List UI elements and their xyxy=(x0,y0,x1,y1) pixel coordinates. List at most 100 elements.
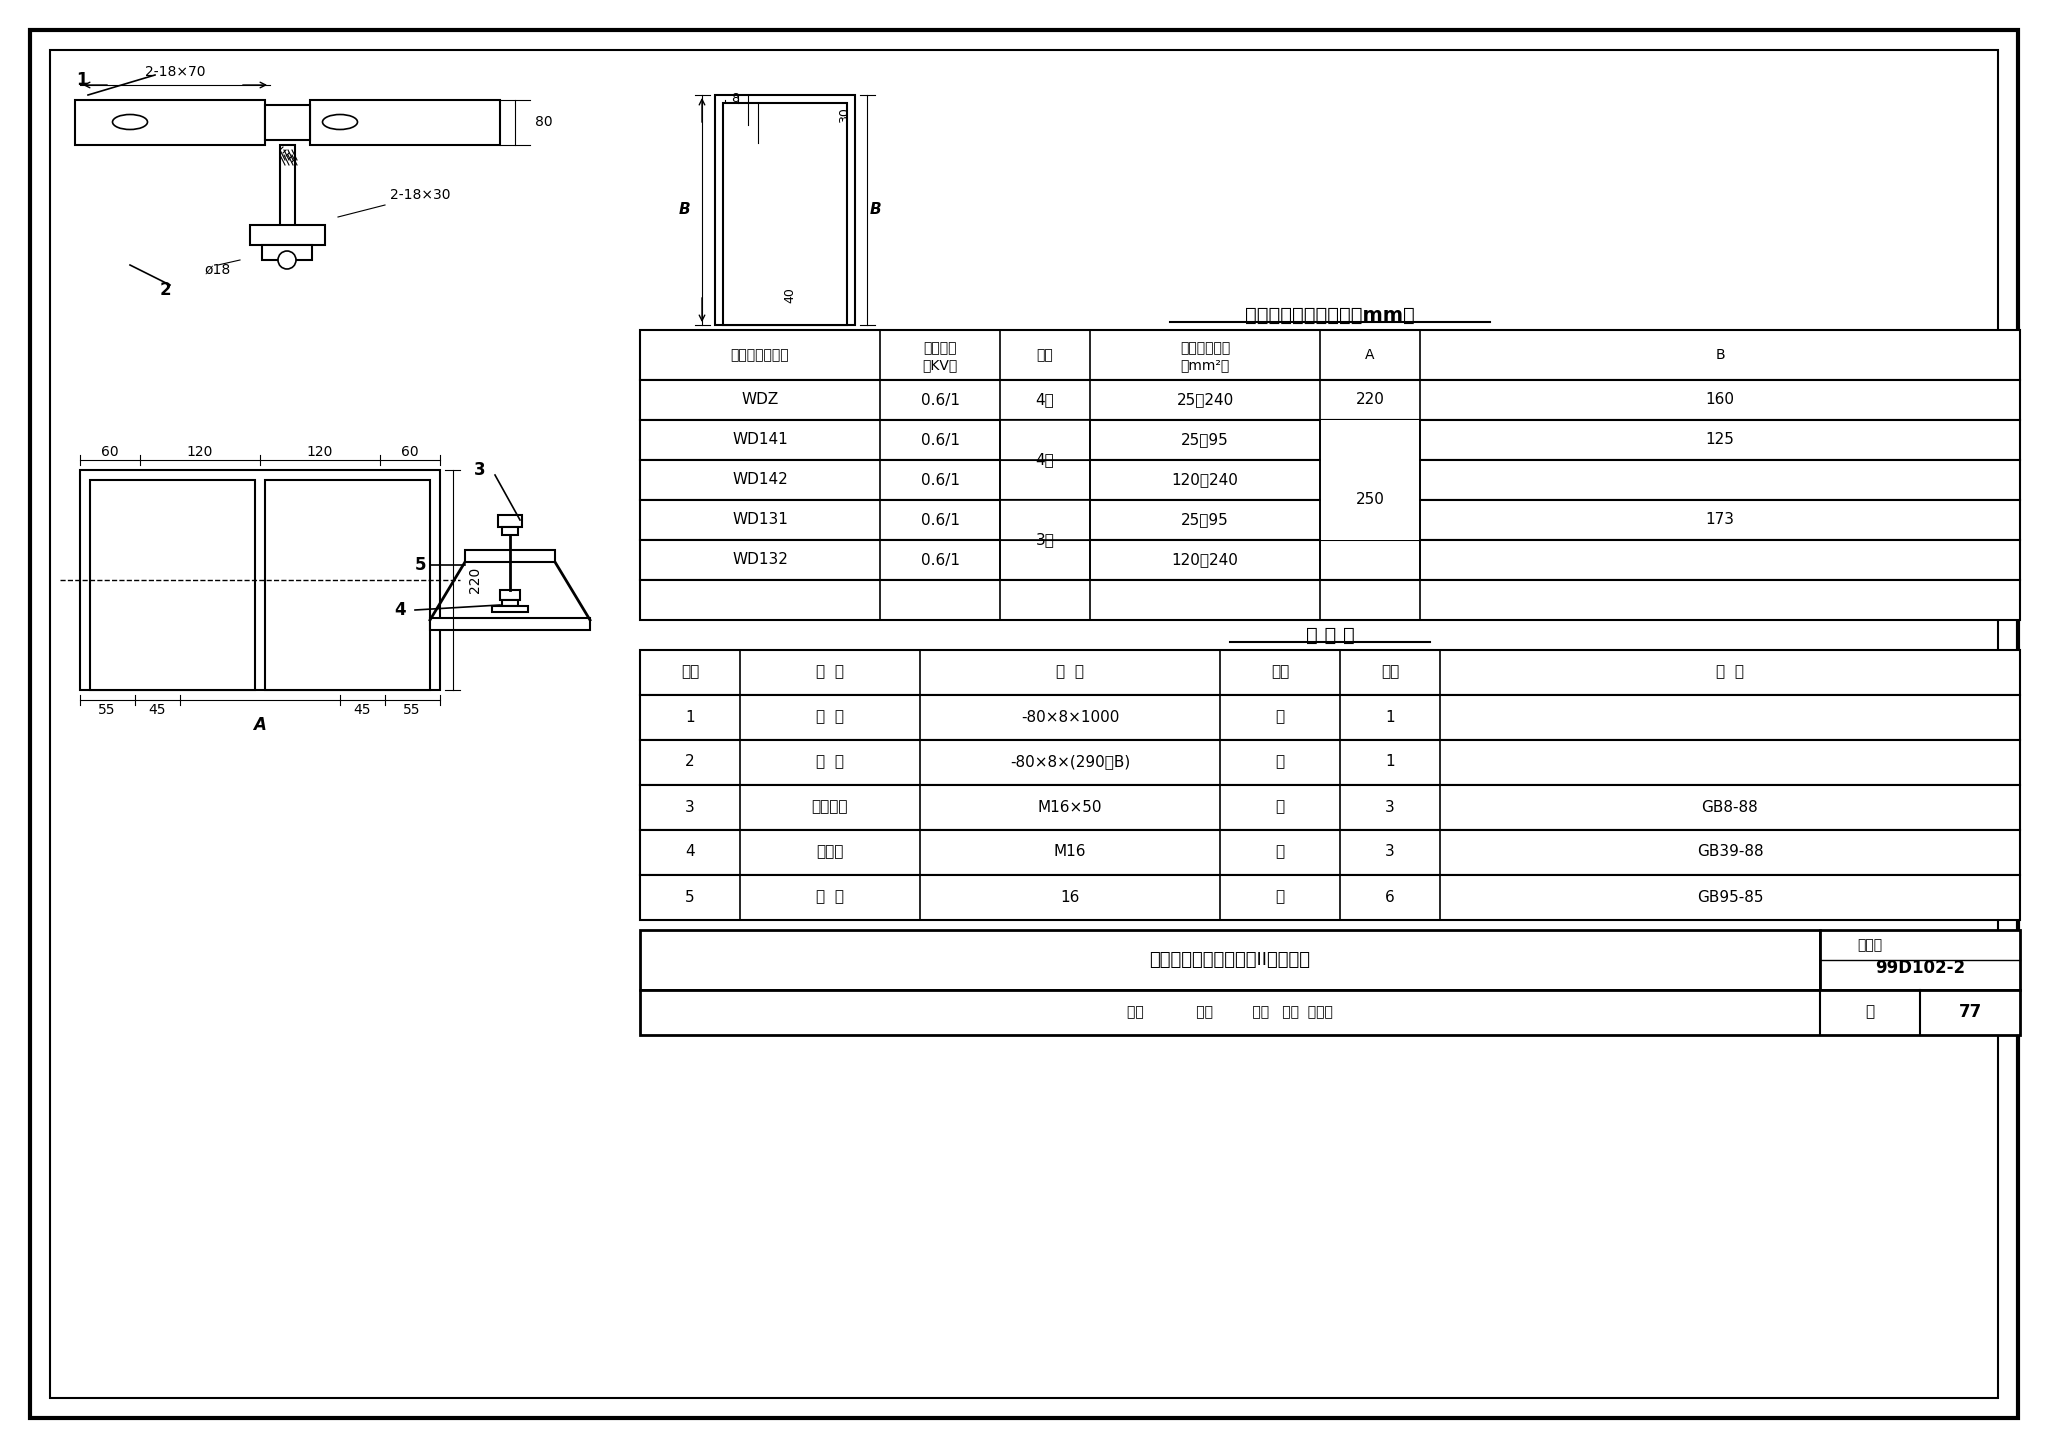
Text: 附  注: 附 注 xyxy=(1716,665,1745,679)
Text: （mm²）: （mm²） xyxy=(1180,358,1229,372)
Text: 电缆终端头型号: 电缆终端头型号 xyxy=(731,348,788,362)
Bar xyxy=(281,145,295,235)
Text: 40: 40 xyxy=(784,287,797,303)
Text: 0.6/1: 0.6/1 xyxy=(920,513,961,527)
Text: 页: 页 xyxy=(1866,1005,1874,1019)
Text: 块: 块 xyxy=(1276,754,1284,769)
Text: 0.6/1: 0.6/1 xyxy=(920,553,961,568)
Circle shape xyxy=(279,251,297,269)
Text: 1: 1 xyxy=(686,710,694,724)
Bar xyxy=(715,96,854,324)
Text: GB39-88: GB39-88 xyxy=(1696,844,1763,860)
Text: A: A xyxy=(1366,348,1374,362)
Text: 55: 55 xyxy=(403,702,420,717)
Text: WD131: WD131 xyxy=(731,513,788,527)
Bar xyxy=(639,930,1821,990)
Bar xyxy=(639,875,2019,919)
Text: 数量: 数量 xyxy=(1380,665,1399,679)
Text: GB8-88: GB8-88 xyxy=(1702,799,1759,814)
Text: 4芯: 4芯 xyxy=(1036,392,1055,407)
Bar xyxy=(999,420,1090,460)
Text: 个: 个 xyxy=(1276,844,1284,860)
Text: WD132: WD132 xyxy=(731,553,788,568)
Text: 类别: 类别 xyxy=(1036,348,1053,362)
Bar xyxy=(723,103,848,324)
Text: （KV）: （KV） xyxy=(922,358,958,372)
Text: 220: 220 xyxy=(469,566,481,594)
Text: 扁  钢: 扁 钢 xyxy=(815,754,844,769)
Text: 3: 3 xyxy=(686,799,694,814)
Text: 方头螺栓: 方头螺栓 xyxy=(811,799,848,814)
Text: 45: 45 xyxy=(147,702,166,717)
Text: 垫  圈: 垫 圈 xyxy=(815,889,844,905)
Text: 25～95: 25～95 xyxy=(1182,433,1229,447)
Text: GB95-85: GB95-85 xyxy=(1696,889,1763,905)
Text: 4: 4 xyxy=(686,844,694,860)
Bar xyxy=(502,527,518,534)
Bar xyxy=(639,500,2019,540)
Text: 额定电压: 额定电压 xyxy=(924,340,956,355)
Text: 电缆终端头固定支架（II）制造图: 电缆终端头固定支架（II）制造图 xyxy=(1149,951,1311,969)
Text: 1: 1 xyxy=(1384,754,1395,769)
Text: 1: 1 xyxy=(76,71,88,88)
Bar xyxy=(500,589,520,599)
Bar xyxy=(639,460,2019,500)
Text: 块: 块 xyxy=(1276,710,1284,724)
Text: B: B xyxy=(1714,348,1724,362)
Bar xyxy=(76,100,264,145)
Text: 8: 8 xyxy=(731,93,739,106)
Ellipse shape xyxy=(113,114,147,129)
Text: 220: 220 xyxy=(1356,392,1384,407)
Bar xyxy=(639,650,2019,695)
Text: B: B xyxy=(678,203,690,217)
Text: 60: 60 xyxy=(100,445,119,459)
Text: 图集号: 图集号 xyxy=(1858,938,1882,951)
Text: 120: 120 xyxy=(307,445,334,459)
Text: 固定支架安装尺寸表（mm）: 固定支架安装尺寸表（mm） xyxy=(1245,306,1415,324)
Text: 99D102-2: 99D102-2 xyxy=(1874,959,1966,977)
Text: 个: 个 xyxy=(1276,799,1284,814)
Text: -80×8×(290＋B): -80×8×(290＋B) xyxy=(1010,754,1130,769)
Text: 30: 30 xyxy=(838,107,852,123)
Text: 45: 45 xyxy=(352,702,371,717)
Text: 规  格: 规 格 xyxy=(1057,665,1083,679)
Bar xyxy=(465,550,555,562)
Bar xyxy=(639,785,2019,830)
Text: 55: 55 xyxy=(98,702,117,717)
Text: 60: 60 xyxy=(401,445,418,459)
Text: -80×8×1000: -80×8×1000 xyxy=(1020,710,1118,724)
Bar xyxy=(639,581,2019,620)
Text: 序号: 序号 xyxy=(680,665,698,679)
Bar xyxy=(639,379,2019,420)
Text: 电缆标称截面: 电缆标称截面 xyxy=(1180,340,1231,355)
Text: B: B xyxy=(870,203,881,217)
Text: WDZ: WDZ xyxy=(741,392,778,407)
Text: M16×50: M16×50 xyxy=(1038,799,1102,814)
Text: 1: 1 xyxy=(1384,710,1395,724)
Bar xyxy=(639,990,2019,1035)
Bar xyxy=(90,479,256,691)
Text: 2: 2 xyxy=(160,281,170,298)
Text: 0.6/1: 0.6/1 xyxy=(920,472,961,488)
Text: 3芯: 3芯 xyxy=(1036,533,1055,547)
Text: 6: 6 xyxy=(1384,889,1395,905)
Text: 5: 5 xyxy=(686,889,694,905)
Text: WD141: WD141 xyxy=(731,433,788,447)
Bar xyxy=(250,224,326,245)
Text: ø18: ø18 xyxy=(205,264,231,277)
Text: 2-18×70: 2-18×70 xyxy=(145,65,205,80)
Text: 0.6/1: 0.6/1 xyxy=(920,433,961,447)
Bar xyxy=(639,830,2019,875)
Text: 16: 16 xyxy=(1061,889,1079,905)
Text: 3: 3 xyxy=(1384,844,1395,860)
Text: 单位: 单位 xyxy=(1272,665,1288,679)
Text: 审核            校对         杨威   设计  孟艳设: 审核 校对 杨威 设计 孟艳设 xyxy=(1126,1005,1333,1019)
Bar xyxy=(502,599,518,607)
Text: 2: 2 xyxy=(686,754,694,769)
Bar xyxy=(639,540,2019,581)
Bar xyxy=(492,607,528,613)
Bar xyxy=(639,420,2019,460)
Ellipse shape xyxy=(322,114,358,129)
Text: 扁  钢: 扁 钢 xyxy=(815,710,844,724)
Text: 125: 125 xyxy=(1706,433,1735,447)
